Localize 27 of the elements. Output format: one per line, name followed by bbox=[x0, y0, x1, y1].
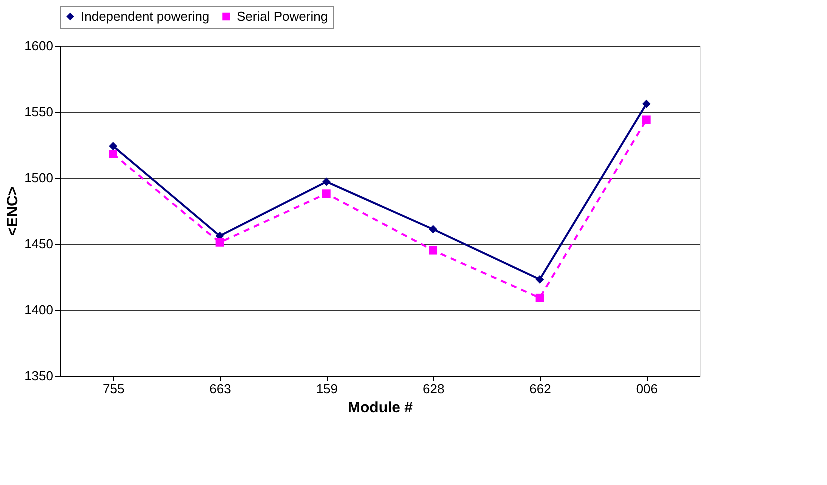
point bbox=[216, 238, 224, 247]
x-tick-label: 663 bbox=[210, 382, 232, 396]
x-tick-label: 006 bbox=[636, 382, 658, 396]
legend-label: Serial Powering bbox=[237, 8, 328, 24]
point bbox=[536, 275, 544, 284]
y-tick-label: 1450 bbox=[24, 236, 54, 252]
y-axis-title: <ENC> bbox=[4, 186, 22, 236]
y-tick-label: 1600 bbox=[24, 38, 54, 54]
point bbox=[109, 142, 118, 151]
x-tick-label: 159 bbox=[316, 382, 338, 396]
point bbox=[322, 190, 331, 198]
legend-label: Independent powering bbox=[81, 8, 210, 24]
point bbox=[322, 178, 331, 186]
x-axis-title: Module # bbox=[348, 400, 414, 416]
point bbox=[536, 294, 544, 302]
x-tick-label: 755 bbox=[102, 382, 125, 396]
point bbox=[429, 225, 438, 234]
x-tick-label: 628 bbox=[422, 382, 445, 396]
point bbox=[642, 116, 651, 124]
point bbox=[642, 100, 651, 108]
point bbox=[109, 150, 118, 158]
y-tick-label: 1550 bbox=[24, 104, 54, 120]
y-tick-label: 1400 bbox=[24, 302, 54, 318]
x-tick-label: 662 bbox=[530, 382, 552, 396]
y-tick-label: 1500 bbox=[24, 170, 54, 186]
y-tick-label: 1350 bbox=[24, 368, 54, 384]
point bbox=[429, 246, 438, 255]
